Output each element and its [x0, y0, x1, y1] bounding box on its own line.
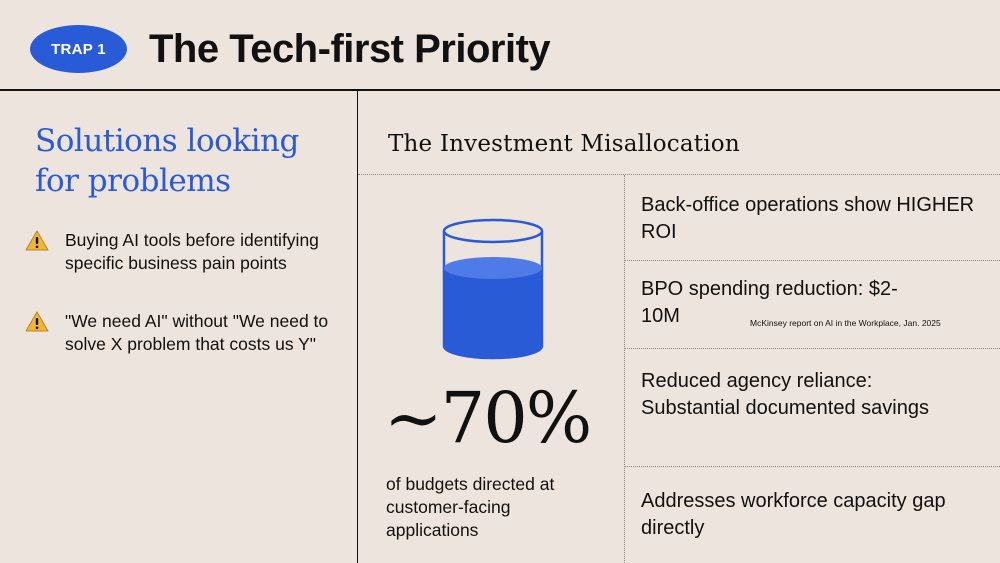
trap-badge: TRAP 1 — [30, 25, 127, 73]
section-title: The Investment Misallocation — [388, 131, 740, 157]
section-heading: Solutions looking for problems — [35, 123, 299, 199]
header: TRAP 1 The Tech-first Priority — [0, 0, 1000, 90]
divider — [358, 174, 1000, 175]
glass-fill — [444, 268, 542, 358]
glass-icon — [440, 218, 546, 369]
column-divider — [357, 91, 358, 563]
page-title: The Tech-first Priority — [149, 27, 551, 71]
divider — [624, 466, 1000, 467]
source-note: McKinsey report on AI in the Workplace, … — [750, 318, 941, 328]
bullet-text: Buying AI tools before identifying speci… — [65, 230, 319, 273]
divider — [624, 348, 1000, 349]
bullet-text: "We need AI" without "We need to solve X… — [65, 311, 329, 354]
stat-item: Addresses workforce capacity gap directl… — [641, 490, 946, 539]
list-item: "We need AI" without "We need to solve X… — [25, 310, 345, 355]
big-stat: ~70% — [384, 377, 592, 459]
list-item: Buying AI tools before identifying speci… — [25, 229, 345, 274]
stat-item: Back-office operations show HIGHER ROI — [641, 194, 975, 243]
header-divider — [0, 89, 1000, 91]
stat-item: BPO spending reduction: $2-10M — [641, 278, 898, 327]
stat-item: Reduced agency reliance: Substantial doc… — [641, 370, 929, 419]
warning-icon — [25, 310, 65, 355]
divider — [624, 175, 625, 563]
divider — [624, 260, 1000, 261]
warning-icon — [25, 229, 65, 274]
stat-caption: of budgets directed at customer-facing a… — [386, 474, 555, 540]
